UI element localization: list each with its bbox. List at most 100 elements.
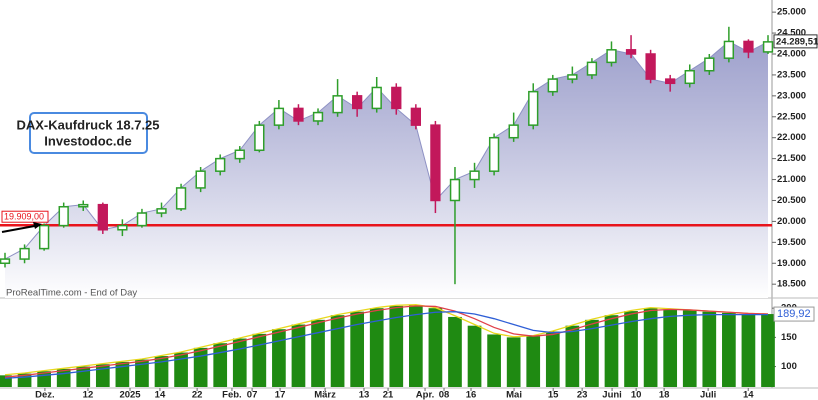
candle-body: [606, 49, 617, 64]
indicator-bar: [702, 311, 717, 387]
y-tick-label: 22.500: [777, 111, 806, 122]
indicator-bar: [135, 359, 149, 387]
x-tick-label: Dez.: [35, 390, 55, 400]
title-box: [29, 112, 148, 154]
indicator-bar: [330, 315, 345, 387]
indicator-bar: [174, 352, 188, 387]
indicator-bar: [272, 329, 286, 387]
candle-body: [215, 157, 226, 172]
indicator-bar: [213, 343, 228, 387]
y-tick-label: 20.500: [777, 195, 806, 206]
candle-body: [430, 124, 441, 202]
indicator-bar: [0, 375, 12, 387]
indicator-bar: [448, 316, 462, 387]
candle-body: [684, 69, 695, 85]
plot: 18.500 19.000 19.500 20.000 20.500 21.000 21.5…: [0, 7, 818, 400]
candle-body: [704, 57, 715, 72]
x-tick-label: 23: [577, 390, 588, 400]
y-tick-label: 24.500: [777, 28, 806, 39]
candle-body: [352, 95, 363, 110]
indicator-bar: [428, 308, 443, 387]
x-tick-label: 10: [631, 390, 642, 400]
candle-body: [332, 95, 343, 114]
indicator-bar: [76, 366, 91, 387]
candle-body: [567, 74, 578, 80]
indicator-line: [4, 305, 769, 378]
candle-body: [508, 124, 519, 139]
x-tick-label: Feb.: [222, 390, 242, 400]
arrow-head: [33, 222, 42, 229]
indicator-bar: [115, 361, 130, 387]
candle-body: [762, 41, 774, 53]
x-tick-label: 07: [247, 390, 258, 400]
indicator-bar: [565, 325, 580, 387]
candle-body: [743, 40, 754, 53]
y-tick-label: 23.000: [777, 90, 806, 101]
arrow: [1, 224, 41, 233]
last-price-label: 24.289,51: [776, 36, 818, 47]
x-tick-label: 15: [548, 390, 559, 400]
candle-body: [665, 78, 676, 85]
price-line: [4, 40, 769, 260]
candle-body: [58, 206, 69, 227]
indicator-bar: [154, 356, 169, 387]
x-tick-label: 13: [359, 390, 370, 400]
x-tick-label: 17: [275, 390, 286, 400]
candle-body: [19, 247, 30, 260]
x-tick-label: März: [314, 390, 336, 400]
indicator-bar: [193, 347, 208, 387]
candle-body: [0, 258, 11, 265]
indicator-bar: [350, 311, 365, 387]
candle-body: [293, 107, 304, 122]
indicator-bar: [624, 311, 638, 387]
candle-body: [254, 124, 265, 152]
x-tick-label: 22: [192, 390, 203, 400]
indicator-bar: [506, 337, 521, 387]
x-tick-label: Juni: [602, 390, 622, 400]
indicator-bar: [663, 309, 678, 387]
candle-body: [645, 53, 656, 80]
indicator-bar: [643, 308, 658, 387]
reference-label: 19.909,00: [4, 212, 44, 222]
indicator-bar: [487, 334, 501, 387]
indicator-bar: [95, 364, 110, 387]
y-tick-label: 19.500: [777, 237, 806, 248]
indicator-bar: [291, 324, 306, 387]
candle-body: [38, 224, 50, 250]
last-price-box: [773, 34, 818, 49]
indicator-bar: [389, 305, 404, 387]
candle-body: [625, 49, 637, 55]
y-tick-label: 22.000: [777, 132, 806, 143]
indicator-label-box: [773, 306, 815, 322]
indicator-last-label: 189,92: [777, 308, 811, 320]
x-tick-label: Mai: [506, 390, 522, 400]
x-tick-label: Apr.: [416, 390, 434, 400]
candle-body: [136, 212, 148, 227]
x-tick-label: 18: [659, 390, 670, 400]
indicator-line: [4, 311, 768, 379]
y-tick-label: 18.500: [777, 279, 806, 290]
y-tick-label: 20.000: [777, 216, 806, 227]
candle-body: [175, 187, 187, 210]
candle-body: [312, 111, 324, 122]
price-area: [5, 41, 768, 298]
candle-body: [488, 136, 500, 172]
indicator-bar: [311, 319, 325, 387]
y-tick-label: 19.000: [777, 258, 806, 269]
source: ProRealTime.com - End of Day: [6, 288, 137, 299]
indicator-bar: [408, 305, 423, 387]
y-tick-label: 23.500: [777, 69, 806, 80]
x-tick-label: 12: [83, 390, 94, 400]
indicator-bar: [682, 310, 697, 387]
x-tick-label: 08: [439, 390, 450, 400]
indicator-bar: [526, 336, 541, 387]
x-tick-label: 16: [466, 390, 477, 400]
y2-tick-label: 150: [781, 332, 797, 343]
x-tick-label: Juli: [700, 390, 716, 400]
candle-body: [547, 78, 558, 93]
candle-body: [586, 61, 598, 76]
chart-subtitle: Investodoc.de: [44, 133, 131, 148]
candle-body: [528, 90, 539, 126]
candle-body: [469, 170, 480, 181]
